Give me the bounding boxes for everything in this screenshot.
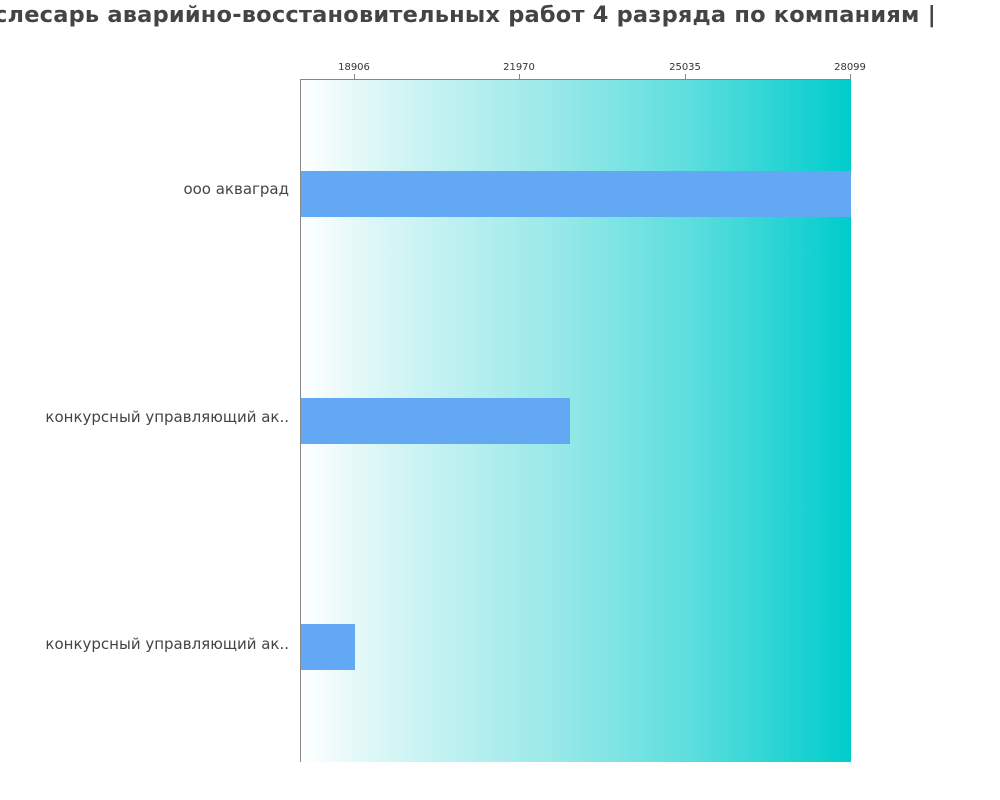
y-axis-line [300,79,301,762]
x-tick [519,74,520,79]
category-label: ооо акваград [183,180,289,198]
category-label: конкурсный управляющий ак.. [45,408,289,426]
x-tick [850,74,851,79]
x-tick-label: 28099 [834,62,866,73]
chart-title: слесарь аварийно-восстановительных работ… [0,2,937,28]
x-tick-label: 21970 [503,62,535,73]
x-tick-label: 25035 [669,62,701,73]
x-tick [354,74,355,79]
x-tick [685,74,686,79]
x-tick-label: 18906 [338,62,370,73]
bar-konkursny-1 [301,398,570,444]
bar-ooo-akvagrad [301,171,851,217]
bar-konkursny-2 [301,624,355,670]
category-label: конкурсный управляющий ак.. [45,635,289,653]
x-axis-line [300,79,851,80]
